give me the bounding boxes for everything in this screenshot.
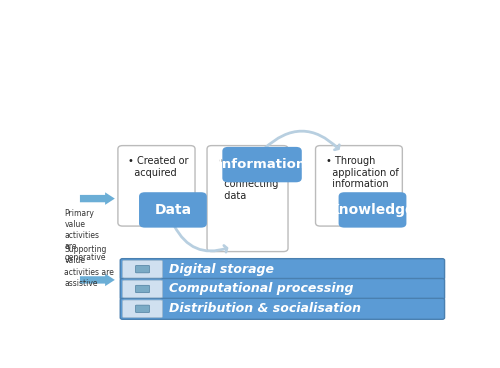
Text: • Generated
  through
  connecting
  data: • Generated through connecting data bbox=[218, 156, 278, 201]
FancyBboxPatch shape bbox=[120, 298, 444, 319]
Text: Distribution & socialisation: Distribution & socialisation bbox=[169, 302, 361, 315]
Text: Data: Data bbox=[154, 203, 192, 217]
FancyBboxPatch shape bbox=[120, 279, 444, 300]
Text: Digital storage: Digital storage bbox=[169, 263, 274, 276]
FancyBboxPatch shape bbox=[122, 261, 162, 278]
Text: • Created or
  acquired: • Created or acquired bbox=[128, 156, 189, 178]
Text: • Through
  application of
  information: • Through application of information bbox=[326, 156, 399, 189]
FancyBboxPatch shape bbox=[122, 300, 162, 318]
FancyBboxPatch shape bbox=[338, 192, 406, 228]
FancyBboxPatch shape bbox=[139, 192, 207, 228]
FancyArrow shape bbox=[80, 274, 115, 286]
FancyBboxPatch shape bbox=[207, 146, 288, 252]
FancyBboxPatch shape bbox=[136, 285, 149, 293]
FancyBboxPatch shape bbox=[136, 305, 149, 312]
FancyBboxPatch shape bbox=[222, 147, 302, 182]
FancyArrow shape bbox=[80, 192, 115, 205]
Text: Primary
value
activities
are
generative: Primary value activities are generative bbox=[64, 209, 106, 262]
FancyBboxPatch shape bbox=[118, 146, 195, 226]
FancyBboxPatch shape bbox=[136, 265, 149, 273]
Text: Information: Information bbox=[218, 158, 306, 171]
FancyBboxPatch shape bbox=[122, 280, 162, 298]
FancyBboxPatch shape bbox=[120, 259, 444, 280]
FancyBboxPatch shape bbox=[316, 146, 402, 226]
Text: Knowledge: Knowledge bbox=[329, 203, 416, 217]
Text: Supporting
value
activities are
assistive: Supporting value activities are assistiv… bbox=[64, 245, 114, 288]
Text: Computational processing: Computational processing bbox=[169, 283, 354, 296]
